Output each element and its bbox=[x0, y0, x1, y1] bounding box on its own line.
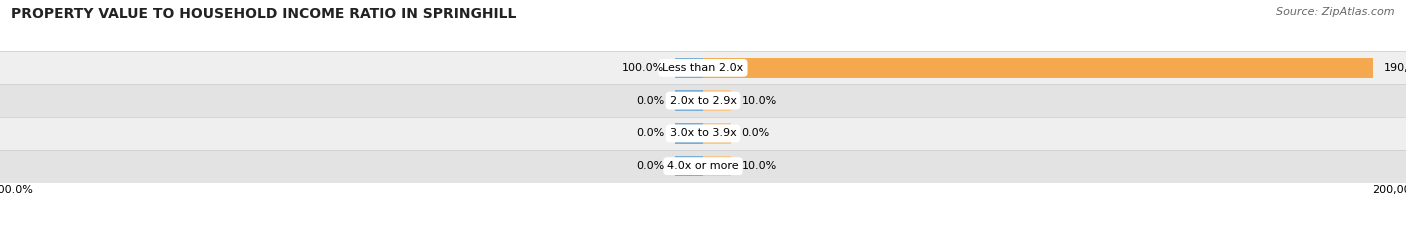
Text: 2.0x to 2.9x: 2.0x to 2.9x bbox=[669, 96, 737, 106]
Text: 0.0%: 0.0% bbox=[636, 96, 665, 106]
Bar bbox=[703, 123, 731, 143]
Bar bbox=[675, 156, 703, 176]
Text: Less than 2.0x: Less than 2.0x bbox=[662, 63, 744, 73]
Bar bbox=[0, 51, 1406, 84]
Bar bbox=[703, 156, 731, 176]
Bar bbox=[675, 123, 703, 143]
Bar bbox=[703, 91, 731, 111]
Text: 100.0%: 100.0% bbox=[621, 63, 665, 73]
Text: 0.0%: 0.0% bbox=[742, 128, 770, 138]
Bar bbox=[0, 117, 1406, 150]
Text: 190,625.0%: 190,625.0% bbox=[1384, 63, 1406, 73]
Bar bbox=[0, 150, 1406, 183]
Bar bbox=[703, 58, 1374, 78]
Text: Source: ZipAtlas.com: Source: ZipAtlas.com bbox=[1277, 7, 1395, 17]
Text: 0.0%: 0.0% bbox=[636, 128, 665, 138]
Text: PROPERTY VALUE TO HOUSEHOLD INCOME RATIO IN SPRINGHILL: PROPERTY VALUE TO HOUSEHOLD INCOME RATIO… bbox=[11, 7, 516, 21]
Bar bbox=[675, 91, 703, 111]
Bar bbox=[0, 84, 1406, 117]
Text: 4.0x or more: 4.0x or more bbox=[668, 161, 738, 171]
Text: 10.0%: 10.0% bbox=[742, 96, 778, 106]
Text: 0.0%: 0.0% bbox=[636, 161, 665, 171]
Text: 10.0%: 10.0% bbox=[742, 161, 778, 171]
Bar bbox=[675, 58, 703, 78]
Text: 3.0x to 3.9x: 3.0x to 3.9x bbox=[669, 128, 737, 138]
